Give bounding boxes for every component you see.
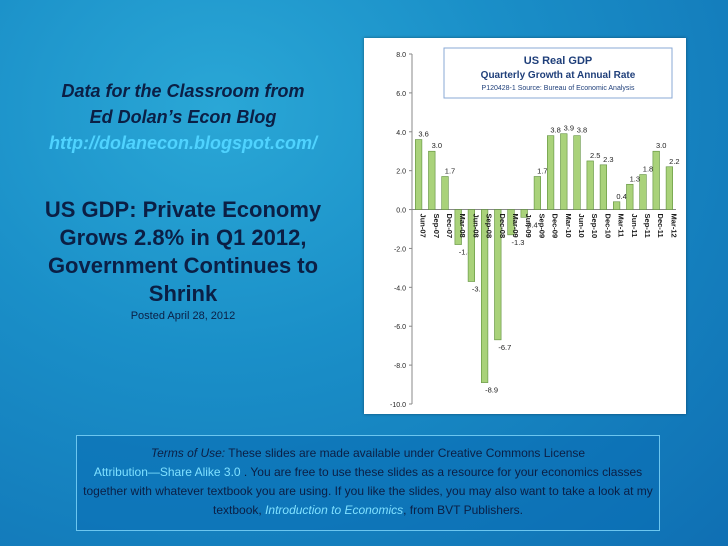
value-label: 2.2 bbox=[669, 157, 679, 166]
bar bbox=[507, 209, 515, 236]
terms-text-1: These slides are made available under Cr… bbox=[225, 446, 586, 460]
value-label: -1.8 bbox=[459, 248, 472, 257]
x-tick-label: Sep-11 bbox=[643, 214, 652, 238]
y-tick-label: 4.0 bbox=[396, 130, 406, 137]
posted-date: Posted April 28, 2012 bbox=[130, 310, 236, 322]
value-label: 3.0 bbox=[656, 141, 666, 150]
value-label: -8.9 bbox=[485, 386, 498, 395]
bar bbox=[494, 209, 502, 341]
value-label: 3.6 bbox=[418, 130, 428, 139]
value-label: -1.3 bbox=[512, 238, 525, 247]
source-line-1: Data for the Classroom from bbox=[61, 81, 305, 101]
x-tick-label: Sep-08 bbox=[485, 214, 494, 239]
source-line-2: Ed Dolan’s Econ Blog bbox=[89, 107, 277, 127]
bar bbox=[665, 166, 674, 210]
value-label: 1.3 bbox=[630, 174, 640, 183]
value-label: -0.4 bbox=[525, 220, 538, 229]
x-tick-label: Mar-12 bbox=[669, 214, 678, 238]
title-box bbox=[443, 47, 673, 99]
x-tick-label: Mar-09 bbox=[511, 214, 520, 238]
value-label: 3.8 bbox=[577, 126, 587, 135]
bar bbox=[454, 209, 462, 245]
bar bbox=[599, 164, 608, 210]
bar bbox=[414, 139, 423, 210]
x-tick-label: Mar-08 bbox=[458, 214, 467, 238]
terms-text-3: , from BVT Publishers. bbox=[403, 503, 523, 517]
y-tick-label: -2.0 bbox=[394, 246, 406, 253]
x-tick-label: Dec-09 bbox=[551, 214, 560, 239]
textbook-link[interactable]: Introduction to Economics bbox=[265, 503, 404, 517]
y-tick-label: 2.0 bbox=[396, 169, 406, 176]
terms-text-2: . You are free to use these slides as a … bbox=[83, 465, 653, 517]
value-label: 3.8 bbox=[550, 126, 560, 135]
bar bbox=[613, 201, 621, 210]
y-tick-label: 6.0 bbox=[396, 91, 406, 98]
bar bbox=[428, 150, 436, 210]
y-tick-label: -10.0 bbox=[390, 402, 406, 409]
value-label: 1.7 bbox=[537, 167, 547, 176]
bar bbox=[639, 174, 647, 210]
bar bbox=[467, 209, 475, 282]
headline: US GDP: Private Economy Grows 2.8% in Q1… bbox=[8, 196, 358, 308]
x-tick-label: Sep-09 bbox=[537, 214, 546, 239]
x-tick-label: Sep-10 bbox=[590, 214, 599, 239]
headline-line: Government Continues to bbox=[47, 253, 319, 278]
license-link[interactable]: Attribution—Share Alike 3.0 bbox=[93, 465, 241, 479]
value-label: 2.5 bbox=[590, 151, 600, 160]
x-tick-label: Mar-11 bbox=[617, 214, 626, 238]
y-tick-label: -6.0 bbox=[394, 324, 406, 331]
headline-line: Grows 2.8% in Q1 2012, bbox=[59, 225, 307, 250]
chart-source: P120428-1 Source: Bureau of Economic Ana… bbox=[482, 85, 635, 92]
x-tick-label: Jun-07 bbox=[419, 214, 428, 238]
x-tick-label: Dec-10 bbox=[603, 214, 612, 239]
bar bbox=[652, 150, 660, 210]
bar bbox=[533, 176, 542, 210]
x-tick-label: Dec-08 bbox=[498, 214, 507, 239]
y-tick-label: -4.0 bbox=[394, 285, 406, 292]
chart-subtitle: Quarterly Growth at Annual Rate bbox=[481, 70, 636, 81]
x-tick-label: Jun-11 bbox=[630, 214, 639, 238]
headline-line: Shrink bbox=[148, 281, 218, 306]
bar bbox=[626, 183, 634, 210]
value-label: 2.3 bbox=[603, 155, 613, 164]
x-tick-label: Jun-09 bbox=[524, 214, 533, 238]
bar bbox=[441, 176, 449, 210]
y-tick-label: 0.0 bbox=[396, 208, 406, 215]
bar bbox=[481, 209, 489, 383]
y-tick-label: -8.0 bbox=[394, 363, 406, 370]
value-label: 1.7 bbox=[445, 167, 455, 176]
bar bbox=[586, 160, 594, 210]
x-tick-label: Mar-10 bbox=[564, 214, 573, 238]
value-label: -6.7 bbox=[498, 343, 511, 352]
value-label: -3.7 bbox=[472, 285, 485, 294]
left-text-panel: Data for the Classroom from Ed Dolan’s E… bbox=[8, 78, 358, 322]
x-tick-label: Sep-07 bbox=[432, 214, 441, 239]
headline-line: US GDP: Private Economy bbox=[44, 197, 322, 222]
x-tick-label: Jun-08 bbox=[471, 214, 480, 238]
bar bbox=[560, 133, 568, 210]
bar bbox=[573, 135, 581, 210]
x-tick-label: Dec-11 bbox=[656, 214, 665, 238]
x-tick-label: Dec-07 bbox=[445, 214, 454, 239]
terms-label: Terms of Use: bbox=[150, 446, 226, 460]
gdp-chart-svg: US Real GDP Quarterly Growth at Annual Ra… bbox=[390, 47, 680, 409]
value-label: 0.4 bbox=[616, 192, 626, 201]
y-tick-label: 8.0 bbox=[396, 52, 406, 59]
x-tick-label: Jun-10 bbox=[577, 214, 586, 238]
value-label: 3.9 bbox=[564, 124, 574, 133]
bar bbox=[520, 209, 528, 218]
terms-of-use-box: Terms of Use: These slides are made avai… bbox=[76, 435, 660, 531]
chart-title: US Real GDP bbox=[524, 55, 592, 67]
bar bbox=[547, 135, 555, 210]
gdp-chart: US Real GDP Quarterly Growth at Annual Ra… bbox=[364, 38, 686, 414]
blog-url-link[interactable]: http://dolanecon.blogspot.com/ bbox=[49, 133, 317, 153]
value-label: 3.0 bbox=[432, 141, 442, 150]
value-label: 1.8 bbox=[643, 165, 653, 174]
